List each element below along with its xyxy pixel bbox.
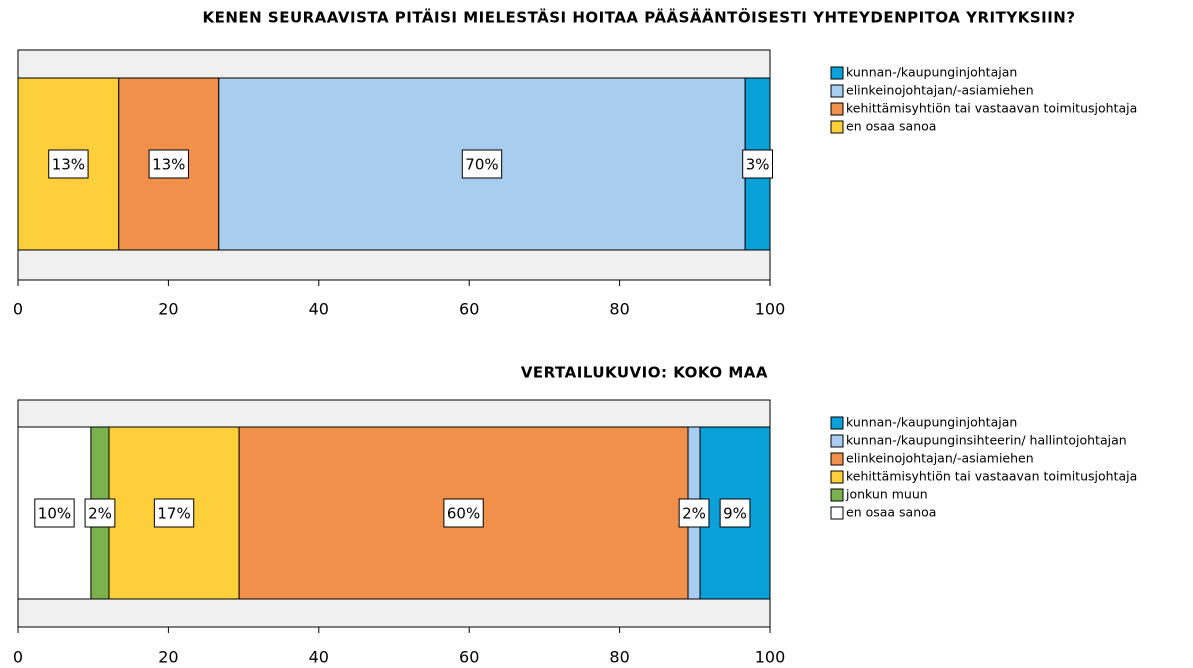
data-label-box xyxy=(678,498,710,528)
data-label-box xyxy=(84,498,116,528)
legend-swatch xyxy=(830,470,844,484)
data-label: 13% xyxy=(52,156,85,174)
legend-label: elinkeinojohtajan/-asiamiehen xyxy=(846,451,1034,466)
legend-label: kunnan-/kaupunginjohtajan xyxy=(846,415,1017,430)
data-label-box xyxy=(148,149,189,179)
x-tick-label: 40 xyxy=(309,300,329,319)
x-tick-label: 0 xyxy=(13,648,23,667)
x-tick-label: 40 xyxy=(309,648,329,667)
data-label: 13% xyxy=(152,156,185,174)
data-label-box xyxy=(742,149,773,179)
x-tick-label: 0 xyxy=(13,300,23,319)
data-label: 2% xyxy=(88,505,112,523)
legend-label: elinkeinojohtajan/-asiamiehen xyxy=(846,83,1034,98)
x-tick-label: 20 xyxy=(158,648,178,667)
data-label: 17% xyxy=(157,505,190,523)
x-tick-label: 60 xyxy=(459,648,479,667)
x-tick-label: 100 xyxy=(755,648,786,667)
legend-label: kehittämisyhtiön tai vastaavan toimitusj… xyxy=(846,101,1137,116)
data-label: 2% xyxy=(682,505,706,523)
data-label: 3% xyxy=(746,156,770,174)
x-tick-label: 60 xyxy=(459,300,479,319)
legend-label: kunnan-/kaupunginjohtajan xyxy=(846,65,1017,80)
legend-swatch xyxy=(830,84,844,98)
chart-title: KENEN SEURAAVISTA PITÄISI MIELESTÄSI HOI… xyxy=(202,8,1075,27)
chart-title: VERTAILUKUVIO: KOKO MAA xyxy=(521,364,768,382)
legend-swatch xyxy=(830,506,844,520)
x-tick-label: 80 xyxy=(609,300,629,319)
data-label-box xyxy=(34,498,75,528)
legend-swatch xyxy=(830,488,844,502)
legend-swatch xyxy=(830,434,844,448)
data-label-box xyxy=(461,149,503,179)
legend-swatch xyxy=(830,452,844,466)
legend-label: en osaa sanoa xyxy=(846,119,936,134)
legend-swatch xyxy=(830,66,844,80)
data-label: 60% xyxy=(447,505,480,523)
data-label: 10% xyxy=(38,505,71,523)
data-label-box xyxy=(443,498,484,528)
data-label-box xyxy=(719,498,751,528)
data-label-box xyxy=(153,498,195,528)
data-label: 9% xyxy=(723,505,747,523)
legend-label: jonkun muun xyxy=(845,487,928,502)
legend-swatch xyxy=(830,416,844,430)
x-tick-label: 20 xyxy=(158,300,178,319)
legend-swatch xyxy=(830,120,844,134)
legend-swatch xyxy=(830,102,844,116)
legend-label: kunnan-/kaupunginsihteerin/ hallintojoht… xyxy=(846,433,1127,448)
legend-label: kehittämisyhtiön tai vastaavan toimitusj… xyxy=(846,469,1137,484)
data-label-box xyxy=(48,149,89,179)
x-tick-label: 100 xyxy=(755,300,786,319)
data-label: 70% xyxy=(465,156,498,174)
x-tick-label: 80 xyxy=(609,648,629,667)
legend-label: en osaa sanoa xyxy=(846,505,936,520)
